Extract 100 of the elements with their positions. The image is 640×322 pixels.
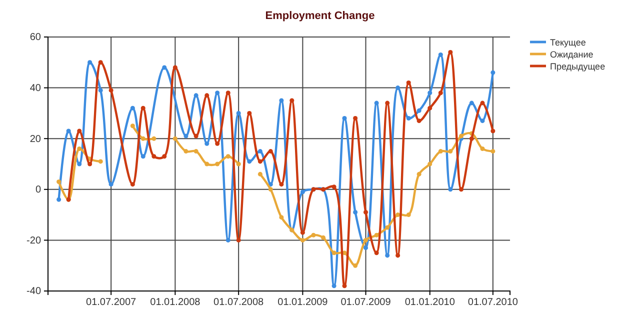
point [300,190,305,194]
point [428,106,432,110]
point [290,98,294,103]
point [416,108,422,113]
point [247,159,252,164]
point [56,180,62,184]
point [448,50,453,54]
point [385,100,390,106]
y-tick-label: -20 [26,235,42,246]
point [353,116,358,121]
point [130,182,135,187]
point [204,141,210,146]
point [396,212,400,218]
y-tick-label: 20 [30,134,42,145]
point [438,52,443,58]
point [98,60,103,65]
x-tick-label: 01.07.2009 [340,297,392,308]
point [184,134,188,138]
point [364,246,368,250]
point [428,90,432,96]
point [226,238,230,242]
point [162,65,167,70]
point [56,197,62,202]
point [108,182,114,187]
point [490,149,496,154]
point [480,118,485,124]
y-tick-label: -40 [26,286,42,298]
point [77,162,82,166]
point [130,106,135,110]
point [88,60,92,65]
legend-label: Предыдущее [550,62,606,72]
point [469,136,474,141]
point [258,159,262,164]
point [279,215,284,220]
point [438,90,443,96]
point [215,162,220,166]
point [226,154,230,159]
point [320,235,326,240]
point [428,162,432,166]
point [152,136,156,141]
point [300,230,305,235]
y-tick-label: 60 [30,32,42,44]
point [268,187,273,192]
point [268,149,273,154]
point [162,154,167,159]
point [490,70,496,75]
point [204,93,210,98]
point [374,232,379,238]
point [364,210,368,215]
point [279,98,284,103]
point [152,154,156,159]
point [342,116,347,121]
point [236,110,241,116]
legend-label: Ожидание [550,50,594,60]
point [66,128,71,134]
point [77,128,82,134]
point [247,110,252,116]
point [406,116,411,121]
y-tick-label: 0 [35,184,42,196]
point [448,187,453,192]
point [406,212,411,218]
point [215,141,220,146]
point [332,184,336,190]
point [374,250,379,256]
point [215,90,220,96]
point [385,225,390,230]
y-tick-label: 40 [30,83,42,94]
point [172,65,178,70]
point [130,124,135,128]
point [480,146,485,152]
point [226,90,230,96]
point [140,154,146,159]
point [374,100,379,106]
point [300,238,305,242]
point [364,238,368,242]
x-tick-label: 01.07.2007 [86,297,137,308]
point [490,128,496,134]
point [416,172,422,176]
point [396,86,400,90]
x-tick-label: 01.01.2009 [278,297,328,308]
point [204,162,210,166]
point [236,162,241,166]
point [194,149,198,154]
point [311,232,316,238]
point [342,284,347,288]
point [458,187,464,192]
point [458,134,464,138]
point [140,106,146,110]
x-tick-label: 01.01.2010 [404,297,456,308]
point [353,263,358,268]
point [406,80,411,85]
legend-label: Текущее [550,38,586,48]
x-tick-label: 01.07.2008 [214,297,264,308]
point [448,149,453,154]
point [184,149,188,154]
point [258,172,262,176]
point [258,149,262,154]
point [140,136,146,141]
x-tick-label: 01.07.2010 [468,297,518,308]
point [332,284,336,288]
